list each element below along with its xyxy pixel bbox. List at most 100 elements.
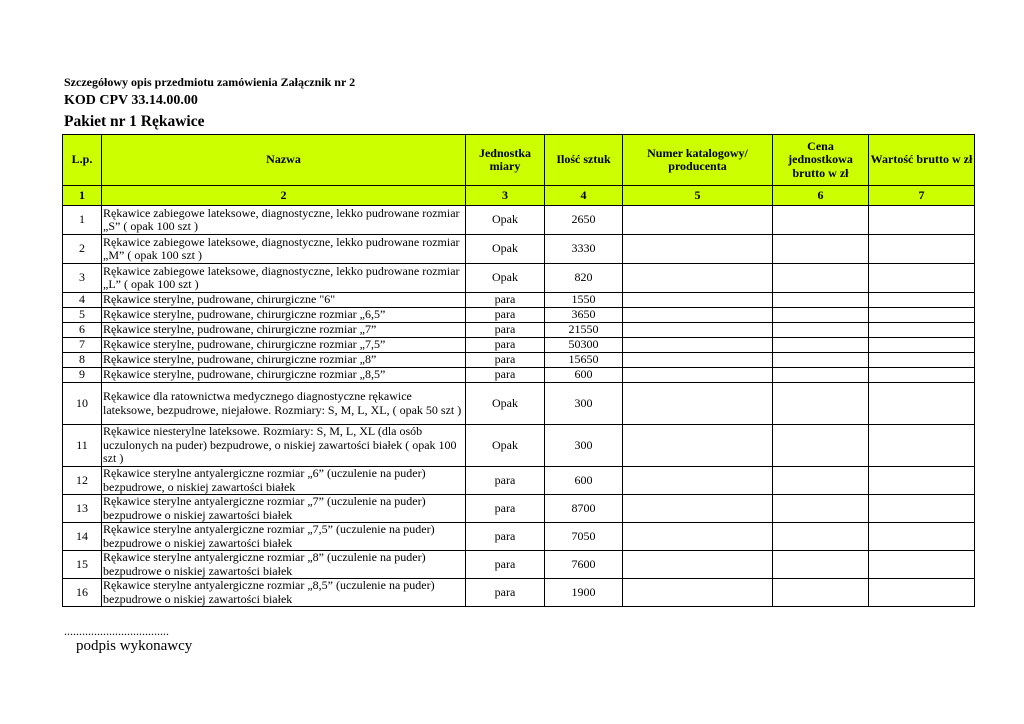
row-total [868, 494, 975, 523]
col-number: 3 [465, 185, 545, 206]
row-catalog-number [622, 424, 773, 467]
row-qty: 2650 [544, 205, 623, 235]
row-qty: 820 [544, 263, 623, 293]
row-total [868, 337, 975, 353]
row-lp: 3 [62, 263, 102, 293]
signature-label: podpis wykonawcy [76, 638, 193, 654]
row-unit: para [465, 550, 545, 579]
row-unit: Opak [465, 263, 545, 293]
row-catalog-number [622, 382, 773, 425]
row-name: Rękawice zabiegowe lateksowe, diagnostyc… [101, 234, 466, 264]
row-total [868, 367, 975, 383]
col-number: 6 [772, 185, 869, 206]
row-qty: 21550 [544, 322, 623, 338]
row-name: Rękawice sterylne antyalergiczne rozmiar… [101, 466, 466, 495]
table-row: 2 Rękawice zabiegowe lateksowe, diagnosty… [62, 234, 975, 264]
table-row: 8 Rękawice sterylne, pudrowane, chirurgic… [62, 352, 975, 368]
col-header-name: Nazwa [101, 134, 466, 186]
row-qty: 1550 [544, 292, 623, 308]
row-unit: para [465, 578, 545, 607]
row-lp: 11 [62, 424, 102, 467]
package-title: Pakiet nr 1 Rękawice [64, 113, 205, 130]
row-lp: 12 [62, 466, 102, 495]
row-qty: 7050 [544, 522, 623, 551]
row-name: Rękawice sterylne, pudrowane, chirurgicz… [101, 292, 466, 308]
row-qty: 300 [544, 382, 623, 425]
row-unit-price [772, 307, 869, 323]
row-total [868, 234, 975, 264]
row-qty: 3330 [544, 234, 623, 264]
row-unit-price [772, 263, 869, 293]
row-name: Rękawice sterylne antyalergiczne rozmiar… [101, 522, 466, 551]
row-catalog-number [622, 205, 773, 235]
row-catalog-number [622, 550, 773, 579]
col-number: 7 [868, 185, 975, 206]
column-number-row: 1 2 3 4 5 6 7 [62, 185, 975, 206]
row-catalog-number [622, 367, 773, 383]
cpv-code: KOD CPV 33.14.00.00 [64, 93, 198, 108]
row-unit: Opak [465, 382, 545, 425]
row-unit-price [772, 352, 869, 368]
row-name: Rękawice zabiegowe lateksowe, diagnostyc… [101, 263, 466, 293]
row-unit-price [772, 322, 869, 338]
row-lp: 5 [62, 307, 102, 323]
col-header-lp: L.p. [62, 134, 102, 186]
table-row: 11 Rękawice niesterylne lateksowe. Rozmia… [62, 424, 975, 467]
signature-line: ................................... [64, 624, 169, 638]
row-name: Rękawice dla ratownictwa medycznego diag… [101, 382, 466, 425]
row-lp: 1 [62, 205, 102, 235]
row-unit: Opak [465, 205, 545, 235]
row-total [868, 550, 975, 579]
row-lp: 9 [62, 367, 102, 383]
row-lp: 8 [62, 352, 102, 368]
col-number: 4 [544, 185, 623, 206]
row-unit-price [772, 205, 869, 235]
row-total [868, 382, 975, 425]
row-unit-price [772, 382, 869, 425]
row-unit-price [772, 367, 869, 383]
row-name: Rękawice sterylne, pudrowane, chirurgicz… [101, 307, 466, 323]
row-unit-price [772, 234, 869, 264]
table-row: 6 Rękawice sterylne, pudrowane, chirurgic… [62, 322, 975, 338]
row-total [868, 466, 975, 495]
row-catalog-number [622, 352, 773, 368]
row-unit: para [465, 292, 545, 308]
row-unit: para [465, 337, 545, 353]
row-name: Rękawice niesterylne lateksowe. Rozmiary… [101, 424, 466, 467]
row-total [868, 205, 975, 235]
row-name: Rękawice sterylne antyalergiczne rozmiar… [101, 578, 466, 607]
row-name: Rękawice sterylne antyalergiczne rozmiar… [101, 494, 466, 523]
row-catalog-number [622, 337, 773, 353]
table-row: 15 Rękawice sterylne antyalergiczne rozmi… [62, 550, 975, 579]
row-lp: 6 [62, 322, 102, 338]
row-total [868, 424, 975, 467]
table-row: 12 Rękawice sterylne antyalergiczne rozmi… [62, 466, 975, 495]
row-unit-price [772, 550, 869, 579]
row-qty: 7600 [544, 550, 623, 579]
items-table: L.p. Nazwa Jednostka miary Ilość sztuk N… [62, 134, 975, 607]
col-number: 1 [62, 185, 102, 206]
table-row: 9 Rękawice sterylne, pudrowane, chirurgic… [62, 367, 975, 383]
row-unit: para [465, 307, 545, 323]
row-qty: 600 [544, 466, 623, 495]
row-unit-price [772, 522, 869, 551]
table-row: 1 Rękawice zabiegowe lateksowe, diagnosty… [62, 205, 975, 235]
row-total [868, 263, 975, 293]
row-lp: 15 [62, 550, 102, 579]
row-catalog-number [622, 292, 773, 308]
col-header-qty: Ilość sztuk [544, 134, 623, 186]
row-total [868, 322, 975, 338]
col-number: 5 [622, 185, 773, 206]
row-unit-price [772, 466, 869, 495]
row-qty: 50300 [544, 337, 623, 353]
row-unit-price [772, 494, 869, 523]
row-name: Rękawice sterylne, pudrowane, chirurgicz… [101, 367, 466, 383]
row-unit: para [465, 367, 545, 383]
table-row: 4 Rękawice sterylne, pudrowane, chirurgic… [62, 292, 975, 308]
row-qty: 15650 [544, 352, 623, 368]
row-qty: 8700 [544, 494, 623, 523]
table-row: 5 Rękawice sterylne, pudrowane, chirurgic… [62, 307, 975, 323]
row-name: Rękawice sterylne, pudrowane, chirurgicz… [101, 322, 466, 338]
row-catalog-number [622, 466, 773, 495]
row-unit: para [465, 322, 545, 338]
